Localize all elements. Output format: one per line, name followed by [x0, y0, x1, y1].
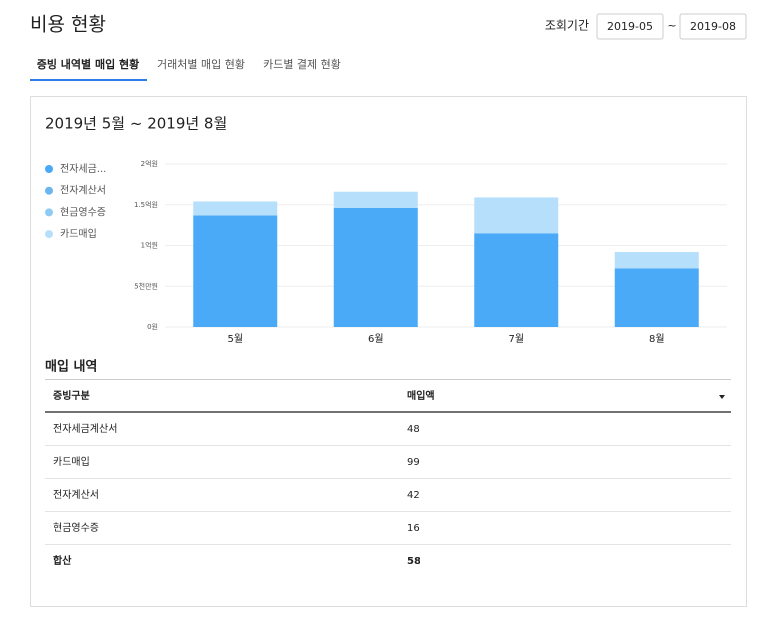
legend-label: 현금영수증	[60, 206, 106, 218]
legend-dot	[45, 186, 53, 195]
column-header: 증빙구분	[53, 389, 90, 402]
period-label: 조회기간	[545, 19, 589, 33]
row-label: 전자세금계산서	[53, 423, 117, 435]
row-label: 카드매입	[53, 455, 90, 468]
y-tick-label: 1.5억원	[134, 200, 158, 209]
bar-segment	[474, 233, 559, 327]
tab[interactable]: 거래처별 매입 현황	[157, 58, 245, 71]
tab[interactable]: 증빙 내역별 매입 현황	[37, 57, 140, 71]
separator: ~	[667, 19, 676, 32]
row-label: 현금영수증	[53, 522, 99, 534]
start-date: 2019-05	[607, 20, 653, 33]
legend-dot	[45, 165, 53, 173]
bar-segment	[333, 208, 418, 327]
panel	[30, 96, 747, 607]
y-tick-label: 1억원	[141, 241, 158, 250]
sort-caret[interactable]	[719, 395, 725, 399]
table-title: 매입 내역	[45, 359, 97, 375]
column-header: 매입액	[407, 389, 435, 402]
x-tick-label: 5월	[227, 333, 243, 345]
tabs: 증빙 내역별 매입 현황 거래처별 매입 현황 카드별 결제 현황	[30, 57, 341, 81]
row-amount: 58	[407, 556, 421, 567]
y-tick-label: 0원	[147, 322, 158, 331]
legend-label: 카드매입	[60, 227, 97, 240]
chart-title: 2019년 5월 ~ 2019년 8월	[45, 115, 227, 133]
row-amount: 48	[407, 424, 420, 435]
row-label: 전자계산서	[53, 489, 99, 501]
row-label: 합산	[53, 554, 72, 567]
page-title: 비용 현황	[30, 14, 106, 36]
bar-segment	[614, 268, 699, 327]
bar-segment	[614, 252, 699, 269]
row-amount: 99	[407, 457, 420, 468]
legend-dot	[45, 208, 53, 217]
start-date-input[interactable]	[596, 13, 664, 40]
bar-segment	[333, 191, 418, 209]
end-date-input[interactable]	[679, 13, 747, 40]
bar-segment	[474, 197, 559, 234]
legend-label: 전자세금...	[60, 163, 106, 175]
x-tick-label: 7월	[508, 333, 524, 345]
row-amount: 42	[407, 490, 420, 501]
x-tick-label: 6월	[368, 333, 384, 345]
row-amount: 16	[407, 523, 420, 534]
active-tab-underline	[30, 79, 147, 81]
bar-segment	[193, 201, 278, 216]
y-tick-label: 2억원	[141, 159, 158, 168]
y-tick-label: 5천만원	[134, 281, 158, 290]
legend-label: 전자계산서	[60, 185, 106, 197]
legend-dot	[45, 230, 53, 239]
x-tick-label: 8월	[649, 333, 665, 345]
end-date: 2019-08	[690, 20, 736, 33]
tab[interactable]: 카드별 결제 현황	[263, 58, 341, 71]
bar-segment	[193, 215, 278, 327]
